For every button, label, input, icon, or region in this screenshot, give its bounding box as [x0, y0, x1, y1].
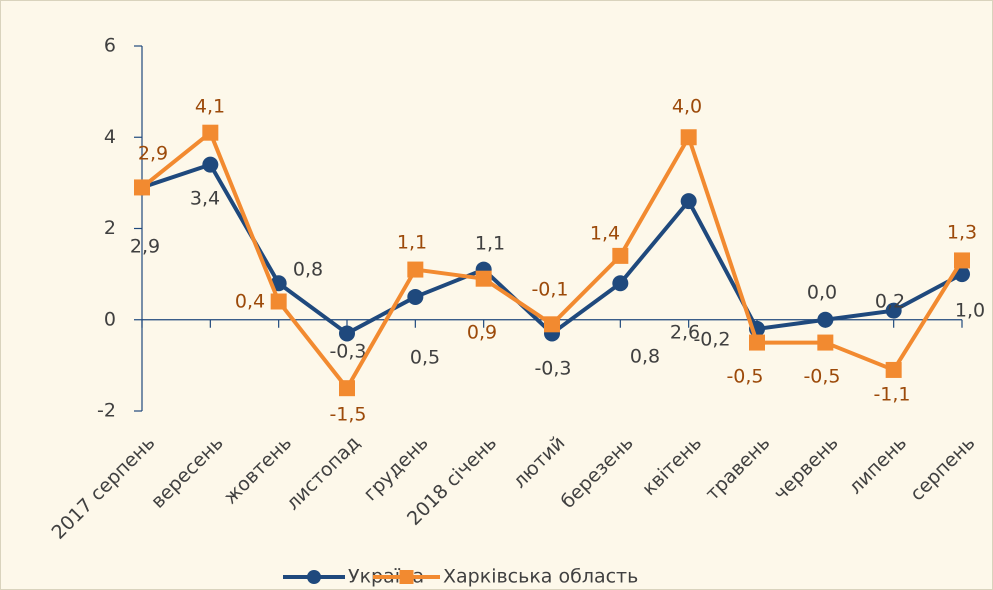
marker: [202, 156, 219, 173]
data-label: 0,8: [293, 259, 323, 281]
marker: [680, 129, 697, 146]
data-label: 0,4: [235, 291, 265, 313]
data-label: 1,4: [590, 223, 620, 245]
data-label: -1,1: [873, 384, 910, 406]
marker: [885, 302, 902, 319]
y-tick-label: 0: [104, 308, 116, 330]
data-label: 2,6: [670, 322, 700, 344]
data-label: 0,9: [467, 322, 497, 344]
marker: [475, 270, 492, 287]
marker: [134, 179, 150, 196]
data-label: 0,8: [630, 346, 660, 368]
data-label: 4,0: [672, 96, 702, 118]
marker: [407, 288, 424, 305]
marker: [339, 325, 355, 342]
data-label: 2,9: [138, 143, 168, 165]
data-label: 1,1: [475, 233, 505, 255]
marker: [749, 334, 765, 351]
marker: [202, 124, 219, 141]
marker: [612, 275, 629, 292]
data-label: -0,1: [531, 279, 568, 301]
marker: [885, 361, 902, 378]
marker: [680, 193, 697, 210]
data-label: -1,5: [329, 404, 366, 426]
marker: [954, 252, 970, 269]
data-label: 0,2: [875, 291, 905, 313]
data-label: 0,0: [807, 282, 837, 304]
y-tick-label: -2: [97, 400, 116, 422]
legend-marker: [307, 570, 321, 584]
data-label: 1,3: [947, 222, 977, 244]
legend-marker: [399, 570, 414, 584]
y-tick-label: 2: [104, 217, 116, 239]
legend-label: Харківська область: [443, 566, 638, 588]
data-label: -0,3: [534, 358, 571, 380]
marker: [612, 247, 629, 264]
marker: [407, 261, 424, 278]
data-label: 4,1: [195, 96, 225, 118]
data-label: 1,1: [397, 232, 427, 254]
marker: [270, 293, 287, 310]
marker: [339, 380, 355, 397]
data-label: 1,0: [955, 300, 985, 322]
y-tick-label: 6: [104, 35, 116, 57]
data-label: -0,5: [726, 366, 763, 388]
y-tick-label: 4: [104, 126, 116, 148]
data-label: 3,4: [190, 188, 220, 210]
marker: [817, 311, 834, 328]
data-label: -0,2: [693, 329, 730, 351]
marker: [817, 334, 834, 351]
data-label: -0,3: [329, 341, 366, 363]
data-label: 2,9: [130, 236, 160, 258]
legend-item: Харківська область: [373, 566, 638, 588]
data-label: -0,5: [803, 366, 840, 388]
data-label: 0,5: [410, 347, 440, 369]
marker: [544, 316, 560, 333]
